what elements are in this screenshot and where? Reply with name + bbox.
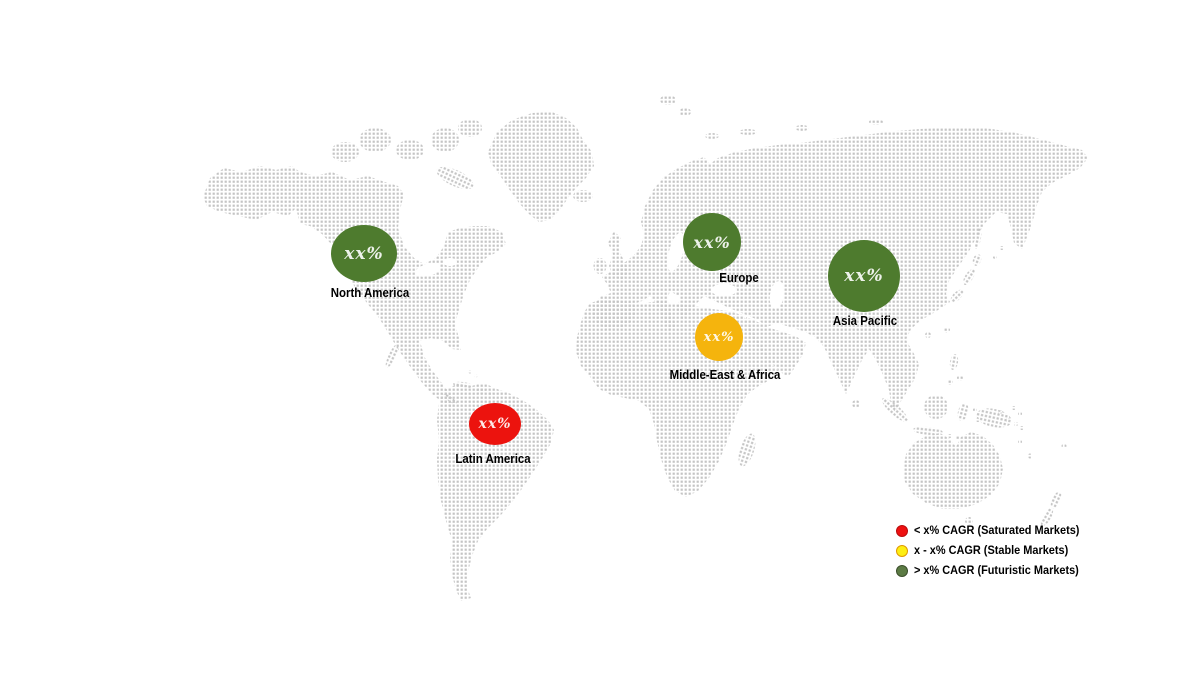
- legend-label-saturated: < x% CAGR (Saturated Markets): [914, 525, 1080, 537]
- region-value-europe: xx%: [693, 232, 731, 252]
- legend-dot-red-icon: [896, 525, 908, 537]
- legend-row-stable: x - x% CAGR (Stable Markets): [896, 541, 1088, 561]
- continent-south-america: [437, 383, 554, 601]
- legend-label-stable: x - x% CAGR (Stable Markets): [914, 545, 1069, 557]
- region-label-latin-america: Latin America: [455, 451, 531, 466]
- legend-dot-green-icon: [896, 565, 908, 577]
- cagr-legend: < x% CAGR (Saturated Markets) x - x% CAG…: [896, 521, 1088, 581]
- legend-dot-yellow-icon: [896, 545, 908, 557]
- region-bubble-north-america: xx%: [331, 225, 397, 282]
- region-label-asia-pacific: Asia Pacific: [832, 313, 898, 328]
- region-bubble-latin-america: xx%: [469, 403, 521, 445]
- legend-row-saturated: < x% CAGR (Saturated Markets): [896, 521, 1088, 541]
- continent-north-america: [203, 166, 506, 408]
- region-label-middle-east-africa: Middle-East & Africa: [669, 367, 781, 382]
- region-label-north-america: North America: [330, 285, 410, 300]
- region-value-north-america: xx%: [344, 243, 384, 264]
- continent-africa: [576, 299, 779, 497]
- region-bubble-europe: xx%: [683, 213, 741, 271]
- region-bubble-middle-east-africa: xx%: [695, 313, 743, 361]
- continent-australia: [903, 432, 1003, 509]
- greenland: [488, 112, 594, 222]
- legend-row-futuristic: > x% CAGR (Futuristic Markets): [896, 561, 1088, 581]
- region-value-middle-east-africa: xx%: [703, 329, 735, 345]
- region-value-latin-america: xx%: [478, 416, 512, 432]
- region-bubble-asia-pacific: xx%: [828, 240, 900, 312]
- legend-label-futuristic: > x% CAGR (Futuristic Markets): [914, 565, 1079, 577]
- arabian-peninsula: [746, 317, 806, 377]
- region-label-europe: Europe: [719, 270, 759, 285]
- region-value-asia-pacific: xx%: [844, 266, 884, 286]
